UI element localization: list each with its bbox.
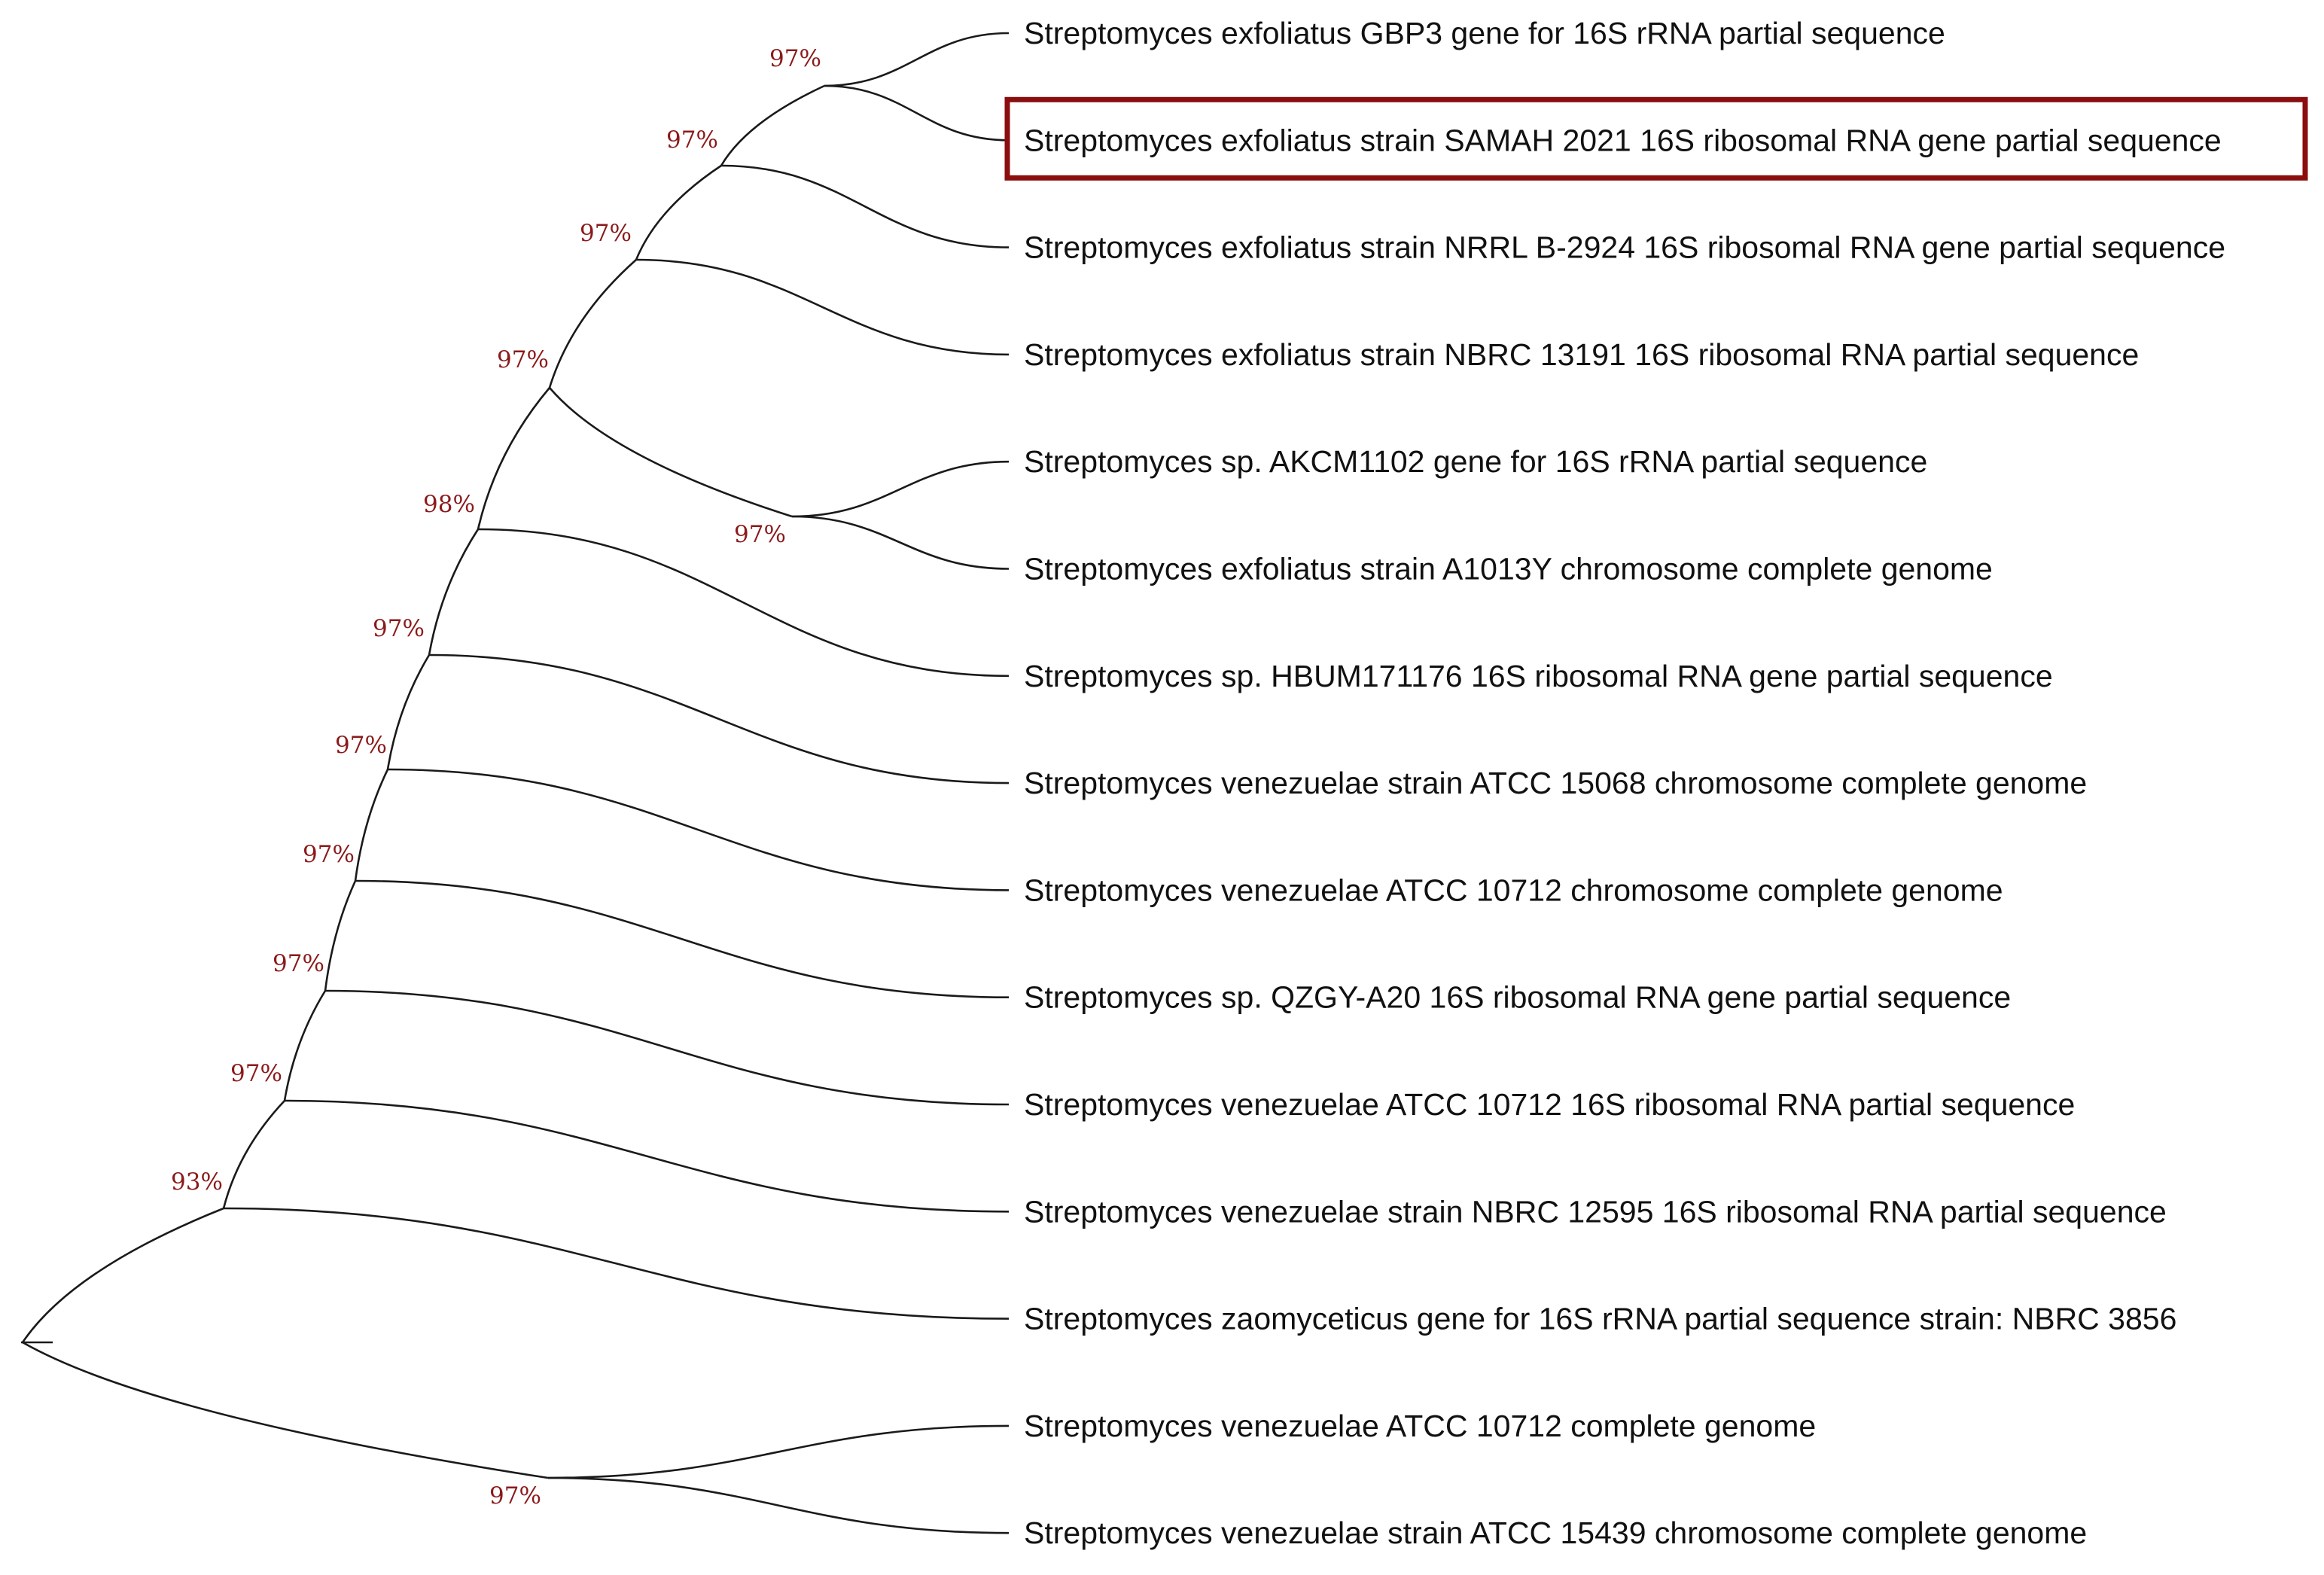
branch-n11-to-n10: [283, 990, 327, 1101]
leaf-label-9: Streptomyces sp. QZGY-A20 16S ribosomal …: [1024, 980, 2011, 1015]
branch-n10-to-n9: [324, 880, 357, 992]
support-value-n9: 97%: [303, 841, 355, 868]
leaf-label-4: Streptomyces sp. AKCM1102 gene for 16S r…: [1024, 444, 1927, 479]
support-value-n5: 97%: [497, 346, 549, 373]
branch-to-leaf-13: [547, 1424, 1010, 1479]
branch-n5-to-n3: [548, 259, 637, 388]
leaf-label-10: Streptomyces venezuelae ATCC 10712 16S r…: [1024, 1087, 2075, 1122]
leaf-label-12: Streptomyces zaomyceticus gene for 16S r…: [1024, 1302, 2176, 1336]
leaf-label-5: Streptomyces exfoliatus strain A1013Y ch…: [1024, 552, 1993, 586]
branch-n6-to-n5: [477, 387, 550, 530]
support-value-n6: 98%: [423, 491, 475, 518]
support-value-n1: 97%: [769, 45, 821, 72]
branch-to-leaf-14: [547, 1476, 1010, 1534]
branch-to-leaf-12: [223, 1207, 1010, 1320]
branch-to-leaf-2: [720, 164, 1010, 248]
leaf-label-6: Streptomyces sp. HBUM171176 16S ribosoma…: [1024, 659, 2053, 693]
tree-branches: [21, 32, 1010, 1534]
support-value-n4: 97%: [734, 521, 786, 548]
leaf-labels: Streptomyces exfoliatus GBP3 gene for 16…: [1024, 16, 2225, 1550]
branch-n9-to-n8: [354, 769, 389, 882]
branch-to-leaf-1: [824, 84, 1010, 142]
support-value-n7: 97%: [373, 615, 425, 642]
leaf-label-2: Streptomyces exfoliatus strain NRRL B-29…: [1024, 230, 2225, 265]
branch-to-leaf-10: [324, 989, 1010, 1106]
support-value-n13: 97%: [489, 1482, 541, 1510]
branch-to-leaf-4: [791, 460, 1010, 518]
bootstrap-support-values: 97% 97% 97% 97% 97% 98% 97% 97% 97% 97% 97% 93% 97%: [171, 45, 821, 1510]
leaf-label-14: Streptomyces venezuelae strain ATCC 1543…: [1024, 1516, 2087, 1550]
branch-n3-to-n2: [635, 164, 722, 260]
branch-to-leaf-9: [355, 879, 1010, 998]
leaf-label-8: Streptomyces venezuelae ATCC 10712 chrom…: [1024, 873, 2003, 907]
support-value-n8: 97%: [335, 732, 387, 759]
branch-root-to-n12: [21, 1207, 224, 1343]
leaf-label-3: Streptomyces exfoliatus strain NBRC 1319…: [1024, 337, 2139, 372]
branch-n12-to-n11: [222, 1100, 285, 1209]
branch-n5-to-n4: [549, 387, 793, 518]
branch-root-to-n13: [22, 1341, 549, 1479]
branch-n2-to-n1: [720, 84, 825, 166]
support-value-n12: 93%: [171, 1168, 223, 1196]
branch-to-leaf-6: [477, 528, 1010, 678]
leaf-label-11: Streptomyces venezuelae strain NBRC 1259…: [1024, 1194, 2167, 1229]
support-value-n2: 97%: [666, 126, 718, 154]
leaf-label-13: Streptomyces venezuelae ATCC 10712 compl…: [1024, 1409, 1816, 1443]
branch-n7-to-n6: [428, 529, 480, 656]
branch-n8-to-n7: [386, 654, 431, 770]
branch-to-leaf-7: [428, 653, 1010, 784]
support-value-n11: 97%: [230, 1060, 282, 1087]
branch-to-leaf-0: [824, 32, 1010, 87]
branch-to-leaf-11: [284, 1099, 1010, 1213]
support-value-n3: 97%: [580, 220, 632, 247]
support-value-n10: 97%: [273, 950, 324, 977]
leaf-label-7: Streptomyces venezuelae strain ATCC 1506…: [1024, 766, 2087, 800]
branch-to-leaf-8: [387, 768, 1010, 891]
branch-to-leaf-5: [791, 515, 1010, 570]
leaf-label-0: Streptomyces exfoliatus GBP3 gene for 16…: [1024, 16, 1945, 50]
branch-to-leaf-3: [635, 258, 1010, 356]
highlight-box: [1004, 96, 2308, 181]
leaf-label-1: Streptomyces exfoliatus strain SAMAH 202…: [1024, 123, 2222, 157]
